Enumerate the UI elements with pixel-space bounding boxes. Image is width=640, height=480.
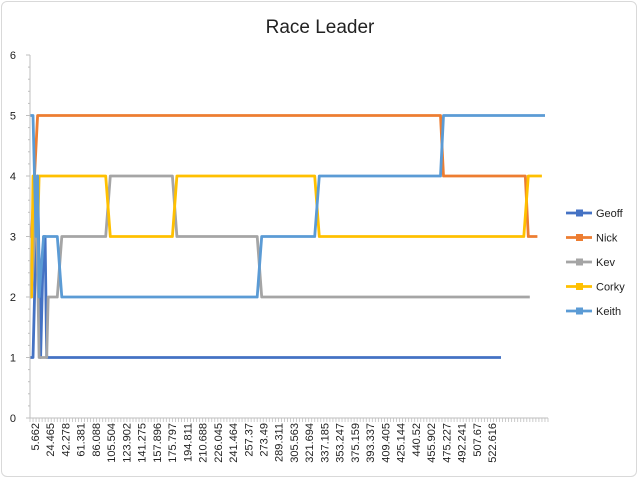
series-line-kev [30, 174, 530, 359]
x-tick-label: 141.275 [137, 423, 149, 463]
x-tick-label: 321.694 [304, 423, 316, 463]
x-tick-label: 522.616 [487, 423, 499, 463]
x-tick-label: 61.381 [76, 423, 88, 457]
series-line-geoff [30, 174, 501, 359]
x-tick-label: 42.278 [60, 423, 72, 457]
x-tick-label: 475.227 [441, 423, 453, 463]
y-tick-label: 3 [10, 232, 16, 244]
x-tick-label: 337.185 [319, 423, 331, 463]
x-tick-label: 393.337 [365, 423, 377, 463]
x-tick-label: 440.52 [411, 423, 423, 457]
axes: 0 1 2 3 4 5 6 5.662 24.465 42.278 61.381 86.088 105.… [10, 50, 549, 463]
x-tick-label: 257.37 [243, 423, 255, 457]
x-tick-label: 105.504 [106, 423, 118, 463]
y-tick-label: 5 [10, 111, 16, 123]
x-tick-label: 409.405 [380, 423, 392, 463]
y-tick-label: 2 [10, 292, 16, 304]
x-tick-label: 305.563 [289, 423, 301, 463]
legend: Geoff Nick Kev Corky Keith [566, 208, 625, 318]
x-tick-label: 241.464 [228, 423, 240, 463]
legend-marker-corky [576, 283, 583, 290]
x-tick-label: 425.144 [396, 423, 408, 463]
x-tick-label: 24.465 [45, 423, 57, 457]
chart-title: Race Leader [266, 17, 375, 38]
x-tick-label: 5.662 [30, 423, 42, 451]
x-tick-label: 194.811 [182, 423, 194, 462]
x-tick-label: 492.241 [457, 423, 469, 463]
legend-marker-kev [576, 258, 583, 266]
legend-marker-keith [576, 307, 583, 315]
x-tick-label: 175.797 [167, 423, 179, 463]
legend-label-corky: Corky [596, 282, 625, 294]
series-line-keith [30, 114, 545, 299]
x-tick-label: 353.247 [335, 423, 347, 463]
y-tick-label: 6 [10, 50, 16, 62]
legend-label-nick: Nick [596, 233, 618, 245]
x-tick-label: 157.896 [152, 423, 164, 463]
x-tick-label: 375.159 [350, 423, 362, 463]
x-tick-label: 273.49 [259, 423, 271, 457]
y-tick-label: 4 [10, 171, 16, 183]
x-tick-label: 226.045 [213, 423, 225, 463]
legend-label-geoff: Geoff [596, 208, 624, 220]
legend-label-keith: Keith [596, 306, 621, 318]
x-tick-label: 123.902 [121, 423, 133, 463]
x-tick-label: 507.67 [472, 423, 484, 457]
y-tick-label: 0 [10, 413, 16, 425]
legend-label-kev: Kev [596, 257, 615, 269]
legend-marker-geoff [576, 209, 583, 217]
legend-marker-nick [576, 234, 583, 241]
x-tick-label: 210.688 [198, 423, 210, 463]
y-tick-label: 1 [10, 353, 16, 365]
x-tick-label: 289.311 [274, 423, 286, 462]
plot-area [30, 114, 545, 359]
x-tick-label: 86.088 [91, 423, 103, 457]
x-tick-label: 455.902 [426, 423, 438, 463]
